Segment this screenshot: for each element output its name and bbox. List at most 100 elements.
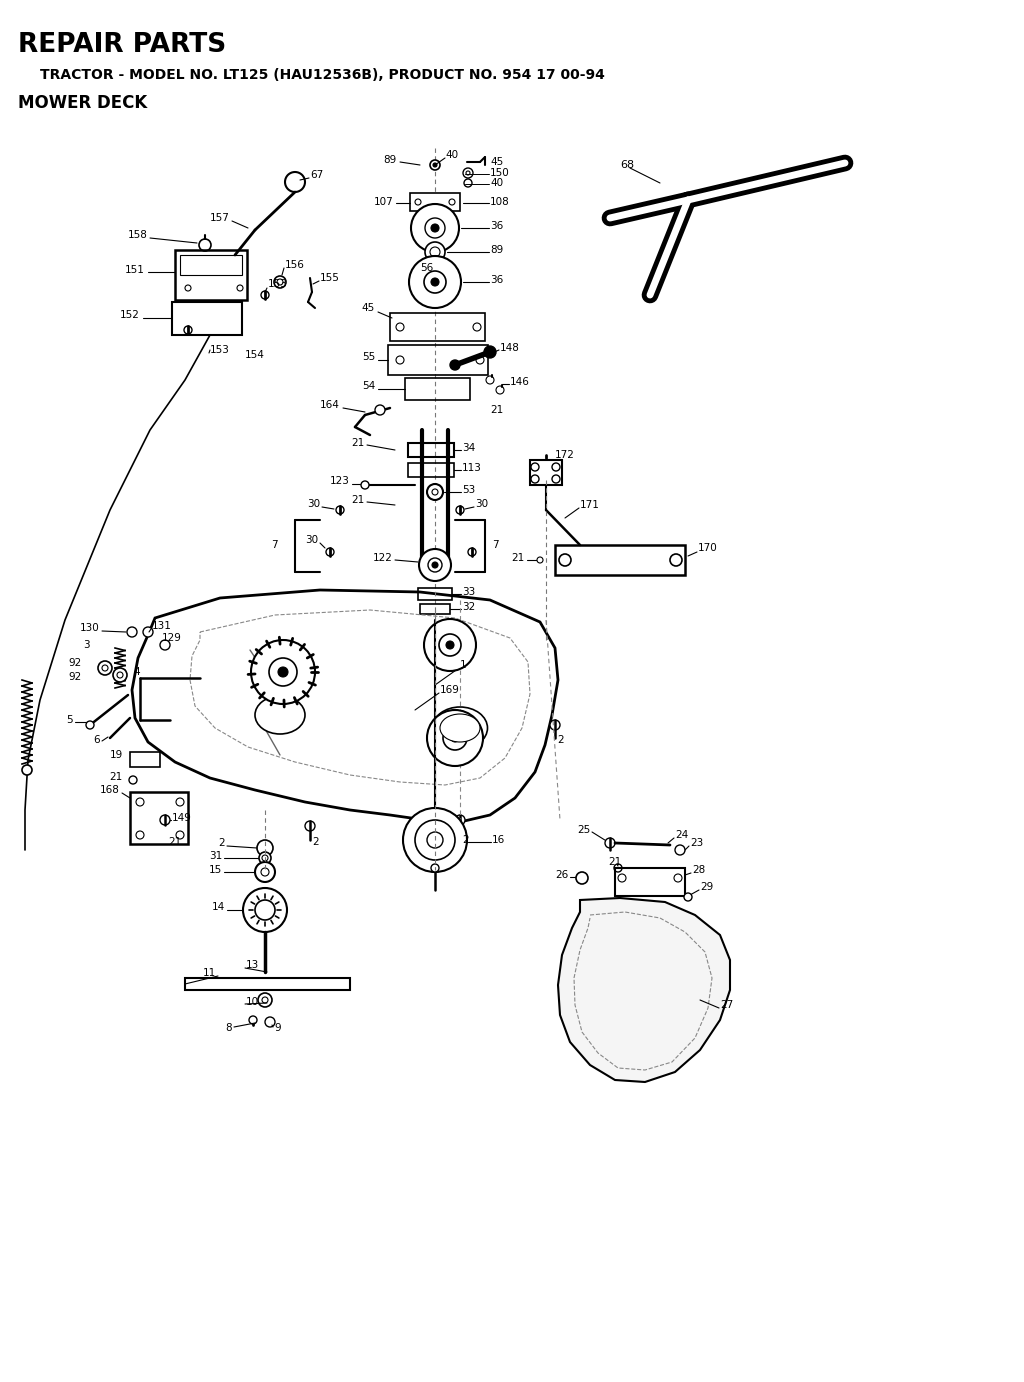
Bar — [406, 379, 470, 399]
Text: 25: 25 — [577, 825, 590, 835]
Circle shape — [184, 326, 193, 334]
Circle shape — [428, 558, 442, 572]
Circle shape — [22, 766, 32, 775]
Text: 149: 149 — [172, 813, 191, 824]
Circle shape — [251, 640, 315, 703]
Circle shape — [415, 820, 455, 860]
Text: 33: 33 — [462, 587, 475, 597]
Text: 131: 131 — [152, 621, 172, 632]
Circle shape — [450, 359, 460, 370]
Text: 32: 32 — [462, 603, 475, 612]
Bar — [180, 256, 242, 275]
Text: 30: 30 — [307, 499, 319, 509]
Bar — [390, 312, 485, 341]
Circle shape — [433, 163, 437, 167]
Text: 13: 13 — [246, 960, 259, 970]
Circle shape — [455, 815, 465, 825]
Text: 36: 36 — [490, 221, 503, 231]
Circle shape — [675, 844, 685, 855]
Text: 172: 172 — [555, 451, 574, 460]
Text: 21: 21 — [352, 495, 365, 504]
Text: 11: 11 — [203, 967, 216, 978]
Text: 24: 24 — [675, 831, 688, 840]
Text: 67: 67 — [310, 170, 324, 180]
Circle shape — [396, 323, 404, 332]
Circle shape — [160, 815, 170, 825]
Text: 21: 21 — [608, 857, 622, 867]
Circle shape — [199, 239, 211, 252]
Text: 169: 169 — [440, 685, 460, 695]
Circle shape — [336, 506, 344, 514]
Bar — [555, 545, 685, 575]
Circle shape — [614, 864, 622, 872]
Circle shape — [257, 840, 273, 855]
Circle shape — [839, 158, 851, 169]
Text: MOWER DECK: MOWER DECK — [18, 94, 147, 112]
Circle shape — [449, 199, 455, 205]
Circle shape — [269, 658, 297, 685]
Circle shape — [143, 627, 153, 637]
Circle shape — [326, 549, 334, 556]
Text: 2: 2 — [218, 837, 225, 849]
Text: 107: 107 — [374, 198, 394, 207]
Text: 153: 153 — [268, 279, 288, 289]
Circle shape — [648, 293, 652, 297]
Text: 130: 130 — [80, 623, 100, 633]
Circle shape — [531, 475, 539, 482]
Circle shape — [843, 160, 847, 164]
Text: 10: 10 — [246, 996, 259, 1007]
Circle shape — [136, 831, 144, 839]
Circle shape — [463, 169, 473, 178]
Text: 9: 9 — [274, 1023, 281, 1032]
Text: 31: 31 — [209, 851, 222, 861]
Circle shape — [176, 797, 184, 806]
Circle shape — [618, 873, 626, 882]
Circle shape — [466, 171, 470, 176]
Text: 14: 14 — [212, 902, 225, 912]
Ellipse shape — [255, 697, 305, 734]
Text: 21: 21 — [352, 438, 365, 448]
Bar — [130, 752, 160, 767]
Text: 158: 158 — [128, 229, 148, 240]
Text: 113: 113 — [462, 463, 482, 473]
Text: 7: 7 — [492, 540, 499, 550]
Text: 170: 170 — [698, 543, 718, 553]
Text: 19: 19 — [110, 750, 123, 760]
Bar — [172, 303, 242, 334]
Circle shape — [486, 376, 494, 384]
Circle shape — [559, 554, 571, 567]
Text: 89: 89 — [384, 155, 397, 164]
Circle shape — [604, 211, 616, 224]
Text: 155: 155 — [319, 274, 340, 283]
Circle shape — [261, 868, 269, 876]
Circle shape — [255, 862, 275, 882]
Text: 3: 3 — [83, 640, 90, 650]
Bar — [185, 978, 350, 990]
Circle shape — [427, 484, 443, 500]
Circle shape — [552, 463, 560, 471]
Circle shape — [605, 837, 615, 849]
Bar — [175, 250, 247, 300]
Circle shape — [255, 900, 275, 920]
Bar — [408, 463, 454, 477]
Circle shape — [464, 180, 472, 187]
Circle shape — [575, 872, 588, 884]
Text: 89: 89 — [490, 245, 503, 256]
Circle shape — [670, 554, 682, 567]
Text: 21: 21 — [168, 837, 181, 847]
Circle shape — [262, 855, 268, 861]
Circle shape — [176, 831, 184, 839]
Circle shape — [258, 994, 272, 1007]
Circle shape — [674, 873, 682, 882]
Circle shape — [403, 808, 467, 872]
Circle shape — [430, 247, 440, 257]
Text: 4: 4 — [133, 668, 140, 677]
Circle shape — [496, 386, 504, 394]
Bar — [418, 587, 452, 600]
Text: 146: 146 — [510, 377, 529, 387]
Circle shape — [249, 1016, 257, 1024]
Circle shape — [552, 475, 560, 482]
Circle shape — [443, 726, 467, 750]
Circle shape — [274, 276, 286, 287]
Text: 21: 21 — [490, 405, 503, 415]
